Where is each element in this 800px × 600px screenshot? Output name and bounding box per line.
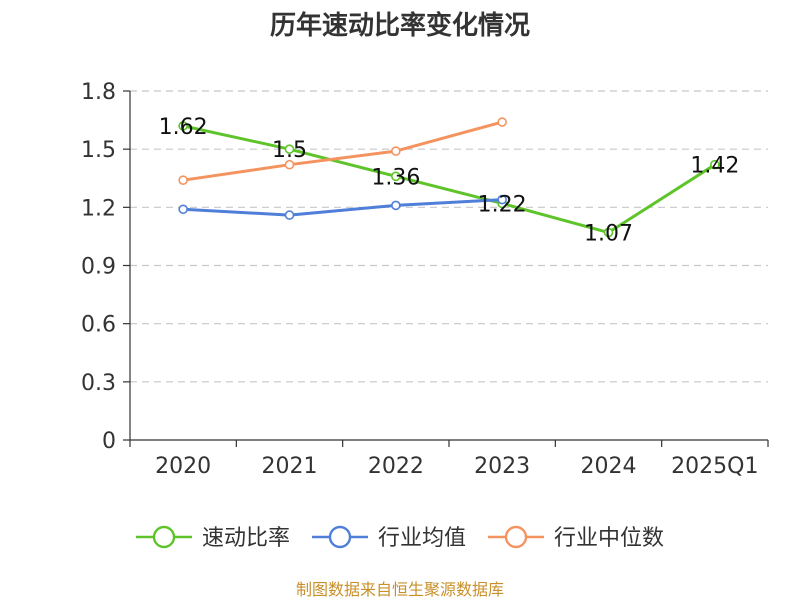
x-tick-label: 2022 xyxy=(368,454,424,479)
series-line-0 xyxy=(182,124,716,235)
data-point xyxy=(284,159,295,170)
legend-marker xyxy=(504,525,528,549)
y-tick-label: 0.9 xyxy=(81,255,116,280)
data-point xyxy=(603,227,614,238)
series-line-2 xyxy=(182,120,503,182)
x-tick-label: 2025Q1 xyxy=(671,454,758,479)
data-point xyxy=(391,171,401,182)
data-point xyxy=(391,200,401,211)
y-tick-label: 1.5 xyxy=(81,138,116,163)
data-point xyxy=(284,210,295,220)
y-tick-label: 0.3 xyxy=(81,371,116,396)
data-point xyxy=(178,204,188,215)
data-point xyxy=(284,144,295,154)
data-label: 1.42 xyxy=(690,154,739,179)
data-label: 1.36 xyxy=(371,165,420,190)
series-lines xyxy=(178,117,720,238)
data-point xyxy=(391,146,401,156)
data-labels: 1.62 1.5 1.36 1.22 1.07 1.42 xyxy=(159,115,740,247)
chart-title: 历年速动比率变化情况 xyxy=(270,10,530,41)
data-label: 1.5 xyxy=(272,138,307,163)
data-point xyxy=(178,121,188,131)
y-tick-label: 1.8 xyxy=(81,80,116,105)
data-label: 1.22 xyxy=(478,192,527,217)
x-tick-label: 2021 xyxy=(262,454,318,479)
legend-label: 速动比率 xyxy=(202,526,290,551)
series-line-1 xyxy=(183,198,503,217)
data-label: 1.07 xyxy=(584,222,633,247)
legend-label: 行业中位数 xyxy=(554,526,664,551)
data-point xyxy=(178,175,188,185)
legend: 速动比率 行业均值 行业中位数 xyxy=(136,525,664,551)
y-tick-label: 0 xyxy=(102,429,116,454)
grid-lines xyxy=(130,90,768,383)
data-point xyxy=(497,194,507,205)
axes: 0 0.3 0.6 0.9 1.2 1.5 1.8 2020 2021 2022 2023 2024 2… xyxy=(81,80,769,479)
data-label: 1.62 xyxy=(159,115,208,140)
data-point xyxy=(497,117,507,127)
y-tick-label: 0.6 xyxy=(81,313,116,338)
legend-marker xyxy=(152,525,176,549)
x-tick-label: 2023 xyxy=(474,454,530,479)
x-tick-label: 2020 xyxy=(155,454,211,479)
legend-marker xyxy=(328,525,352,549)
source-note: 制图数据来自恒生聚源数据库 xyxy=(296,580,504,599)
data-point xyxy=(710,159,720,170)
legend-label: 行业均值 xyxy=(378,526,466,551)
y-tick-label: 1.2 xyxy=(81,196,116,221)
x-tick-label: 2024 xyxy=(581,454,637,479)
